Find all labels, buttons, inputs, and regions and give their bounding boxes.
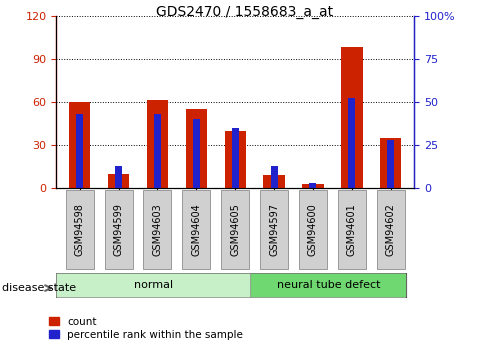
Bar bbox=[380, 138, 401, 188]
FancyBboxPatch shape bbox=[251, 273, 406, 298]
Text: GSM94605: GSM94605 bbox=[230, 203, 240, 256]
Bar bbox=[147, 100, 168, 188]
Bar bbox=[264, 175, 285, 188]
FancyBboxPatch shape bbox=[56, 273, 406, 298]
Text: GDS2470 / 1558683_a_at: GDS2470 / 1558683_a_at bbox=[156, 5, 334, 19]
FancyBboxPatch shape bbox=[377, 190, 405, 269]
Bar bbox=[224, 130, 246, 188]
FancyBboxPatch shape bbox=[182, 190, 210, 269]
Text: GSM94600: GSM94600 bbox=[308, 203, 318, 256]
Bar bbox=[193, 119, 200, 188]
Text: GSM94604: GSM94604 bbox=[191, 203, 201, 256]
FancyBboxPatch shape bbox=[221, 190, 249, 269]
Text: GSM94602: GSM94602 bbox=[386, 203, 396, 256]
FancyBboxPatch shape bbox=[260, 190, 288, 269]
Text: GSM94601: GSM94601 bbox=[347, 203, 357, 256]
Bar bbox=[341, 47, 363, 188]
FancyBboxPatch shape bbox=[56, 273, 251, 298]
Bar bbox=[108, 174, 129, 188]
Text: GSM94598: GSM94598 bbox=[74, 203, 85, 256]
Legend: count, percentile rank within the sample: count, percentile rank within the sample bbox=[49, 317, 243, 340]
Text: normal: normal bbox=[134, 280, 173, 290]
Bar bbox=[232, 128, 239, 188]
Text: disease state: disease state bbox=[2, 283, 76, 293]
Bar bbox=[302, 184, 324, 188]
Bar bbox=[186, 109, 207, 188]
FancyBboxPatch shape bbox=[338, 190, 366, 269]
Bar bbox=[348, 98, 355, 188]
Bar bbox=[115, 166, 122, 188]
Text: neural tube defect: neural tube defect bbox=[277, 280, 380, 290]
Bar bbox=[76, 114, 83, 188]
Bar bbox=[270, 166, 277, 188]
Text: GSM94599: GSM94599 bbox=[114, 203, 123, 256]
Text: GSM94597: GSM94597 bbox=[269, 203, 279, 256]
Bar bbox=[69, 102, 90, 188]
Text: GSM94603: GSM94603 bbox=[152, 203, 163, 256]
FancyBboxPatch shape bbox=[66, 190, 94, 269]
FancyBboxPatch shape bbox=[144, 190, 172, 269]
Bar bbox=[387, 140, 394, 188]
FancyBboxPatch shape bbox=[299, 190, 327, 269]
FancyBboxPatch shape bbox=[104, 190, 133, 269]
Bar bbox=[310, 183, 317, 188]
Bar bbox=[154, 114, 161, 188]
